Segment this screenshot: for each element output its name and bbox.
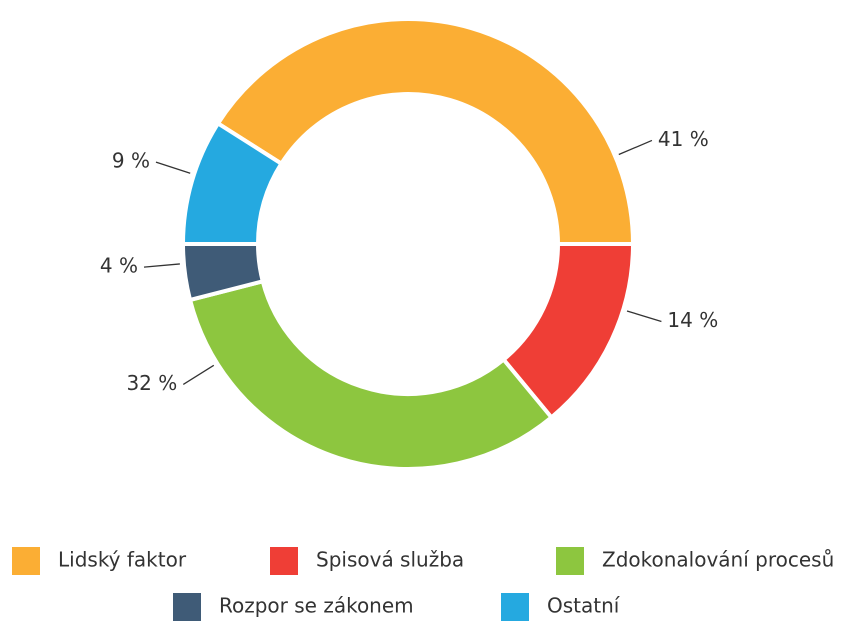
- legend-label: Rozpor se zákonem: [219, 594, 414, 618]
- slice: [215, 17, 636, 246]
- leader-line: [618, 139, 653, 156]
- data-label: 14 %: [667, 308, 718, 332]
- data-label: 32 %: [126, 371, 177, 395]
- leader-line: [182, 364, 215, 385]
- legend-swatch: [556, 547, 584, 575]
- legend-swatch: [12, 547, 40, 575]
- legend-swatch: [270, 547, 298, 575]
- leader-line: [143, 263, 180, 268]
- data-label: 41 %: [658, 127, 709, 151]
- legend-swatch: [501, 593, 529, 621]
- legend-label: Zdokonalování procesů: [602, 548, 834, 572]
- legend-label: Ostatní: [547, 594, 621, 618]
- legend-label: Lidský faktor: [58, 548, 187, 572]
- leader-line: [626, 310, 662, 323]
- legend-swatch: [173, 593, 201, 621]
- legend-label: Spisová služba: [316, 548, 464, 572]
- slice: [187, 278, 555, 471]
- slice: [180, 120, 285, 246]
- data-label: 4 %: [100, 254, 138, 278]
- leader-line: [155, 161, 191, 174]
- data-label: 9 %: [112, 149, 150, 173]
